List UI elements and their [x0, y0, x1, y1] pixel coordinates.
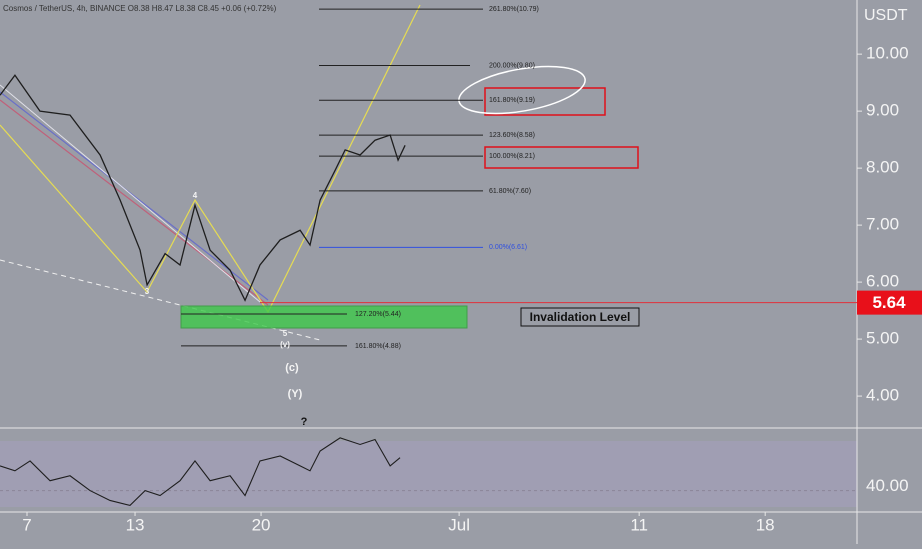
fib-label: 161.80%(9.19): [489, 97, 535, 104]
fib-label: 61.80%(7.60): [489, 188, 531, 195]
trendline: [0, 84, 261, 303]
wave-label: (v): [280, 340, 290, 349]
highlight-ellipse: [458, 65, 586, 115]
y-tick-label: 6.00: [866, 272, 899, 291]
wave-label: 3: [145, 287, 150, 296]
y-tick-label: 9.00: [866, 101, 899, 120]
rsi-tick-label: 40.00: [866, 476, 909, 495]
extension-label: 161.80%(4.88): [355, 343, 401, 350]
price-line: [0, 74, 406, 302]
invalidation-box: [520, 307, 640, 327]
wave-label: 4: [193, 191, 198, 200]
trendline: [0, 91, 269, 301]
x-tick-label: 7: [22, 515, 31, 534]
x-tick-label: 11: [630, 515, 648, 534]
x-tick-label: Jul: [448, 515, 470, 534]
y-tick-label: 8.00: [866, 158, 899, 177]
fib-label: 100.00%(8.21): [489, 153, 535, 160]
extension-label: 127.20%(5.44): [355, 311, 401, 318]
rsi-band: [0, 441, 857, 507]
axis-unit: USDT: [864, 7, 908, 24]
fib-label: 0.00%(6.61): [489, 244, 527, 251]
rsi-line: [0, 437, 401, 507]
wave-label: ?: [301, 416, 308, 428]
fib-label: 200.00%(9.80): [489, 62, 535, 69]
plot-background: [0, 0, 857, 512]
wave-label: 5: [283, 329, 288, 338]
fib-label: 123.60%(8.58): [489, 132, 535, 139]
target-zone: [180, 305, 468, 329]
wave-label: (c): [285, 362, 299, 374]
highlight-box: [484, 87, 606, 116]
price-tag-label: 5.64: [872, 293, 906, 312]
invalidation-label: Invalidation Level: [530, 310, 631, 324]
price-tag: [857, 290, 922, 315]
y-tick-label: 4.00: [866, 386, 899, 405]
symbol-header: Cosmos / TetherUS, 4h, BINANCE O8.38 H8.…: [3, 4, 277, 13]
x-tick-label: 13: [126, 515, 145, 534]
x-tick-label: 18: [756, 515, 775, 534]
wave-lines: [0, 4, 421, 314]
highlight-box: [484, 146, 639, 169]
x-tick-label: 20: [252, 515, 271, 534]
fib-label: 261.80%(10.79): [489, 6, 539, 13]
y-tick-label: 7.00: [866, 215, 899, 234]
y-tick-label: 10.00: [866, 44, 909, 63]
wave-label: (Y): [288, 388, 303, 400]
y-tick-label: 5.00: [866, 329, 899, 348]
